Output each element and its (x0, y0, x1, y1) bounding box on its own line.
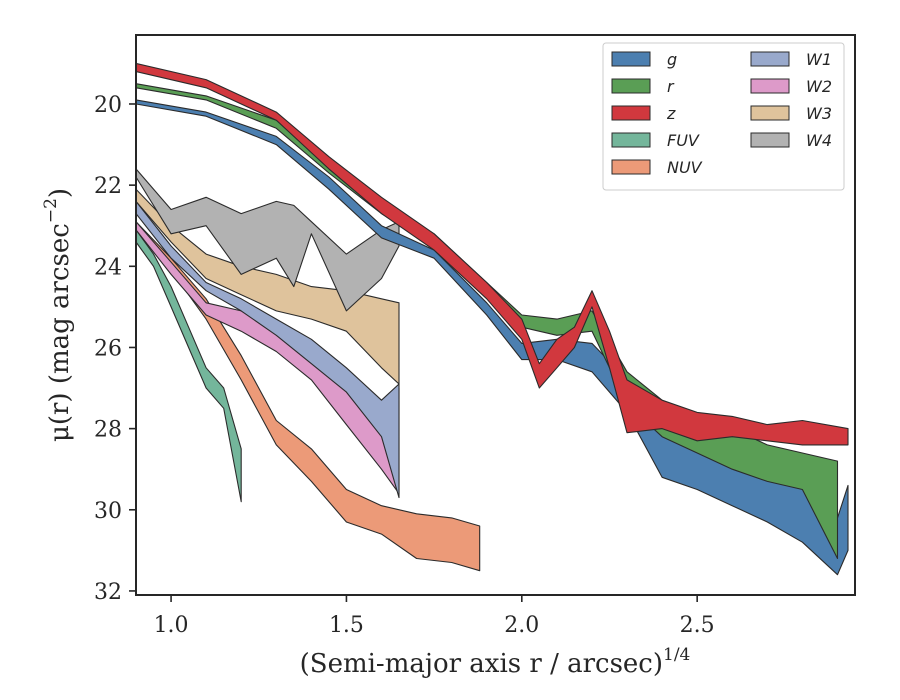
x-axis-label: (Semi-major axis r / arcsec)1/4 (300, 645, 691, 679)
y-tick-label: 24 (94, 255, 122, 280)
x-tick-label: 2.5 (680, 613, 715, 638)
legend-swatch-z (611, 105, 651, 121)
legend-label-w1: W1 (806, 50, 832, 69)
legend-label-w3: W3 (806, 104, 832, 123)
x-axis: 1.0 1.5 2.0 2.5 (154, 595, 715, 638)
series-layer (136, 62, 849, 576)
legend-label-nuv: NUV (667, 158, 703, 177)
band-fuv (136, 229, 242, 503)
band-g (136, 99, 849, 576)
y-tick-label: 28 (94, 418, 122, 443)
legend-swatch-g (611, 51, 651, 67)
legend: grz FUV NUV W1 W2 W3 W4 (602, 42, 845, 191)
y-tick-label: 22 (94, 174, 122, 199)
legend-label-z: z (666, 104, 676, 123)
legend-swatch-nuv (611, 159, 651, 175)
y-tick-label: 32 (94, 580, 122, 605)
x-tick-label: 1.0 (154, 613, 189, 638)
y-axis: 20 22 24 26 28 30 32 (94, 93, 136, 605)
legend-swatch-w4 (750, 132, 790, 148)
x-tick-label: 1.5 (329, 613, 364, 638)
plot-area (135, 34, 856, 596)
legend-label-g: g (667, 50, 677, 69)
band-w4 (136, 168, 400, 312)
band-nuv (136, 221, 481, 572)
legend-label-w2: W2 (806, 77, 832, 96)
legend-swatch-w2 (750, 78, 790, 94)
legend-swatch-w3 (750, 105, 790, 121)
band-w1 (136, 200, 400, 499)
legend-label-fuv: FUV (667, 131, 700, 150)
y-axis-label: μ(r) (mag arcsec−2) (41, 188, 75, 442)
plot-frame (135, 34, 856, 596)
legend-swatch-r (611, 78, 651, 94)
y-tick-label: 20 (94, 93, 122, 118)
y-tick-label: 30 (94, 499, 122, 524)
legend-label-w4: W4 (806, 131, 832, 150)
x-tick-label: 2.0 (504, 613, 539, 638)
y-tick-label: 26 (94, 336, 122, 361)
band-z (136, 62, 849, 446)
legend-label-r: r (667, 77, 675, 96)
legend-swatch-fuv (611, 132, 651, 148)
legend-swatch-w1 (750, 51, 790, 67)
